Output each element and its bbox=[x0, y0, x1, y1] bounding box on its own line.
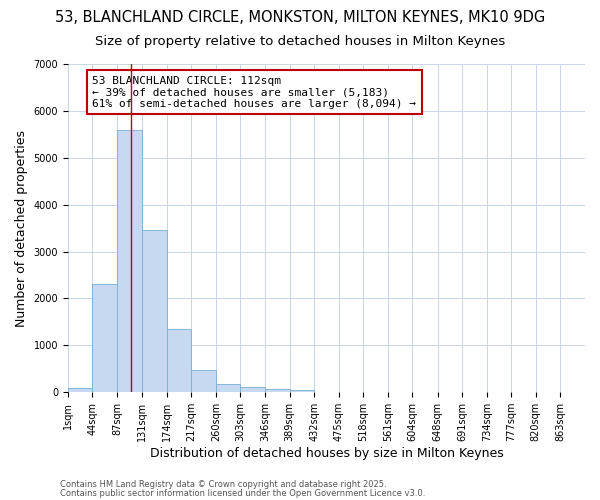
Bar bbox=[117, 130, 142, 392]
Text: 53, BLANCHLAND CIRCLE, MONKSTON, MILTON KEYNES, MK10 9DG: 53, BLANCHLAND CIRCLE, MONKSTON, MILTON … bbox=[55, 10, 545, 25]
Bar bbox=[142, 230, 167, 392]
Bar bbox=[290, 390, 314, 392]
Bar bbox=[68, 388, 92, 392]
Bar bbox=[92, 284, 117, 392]
Text: 53 BLANCHLAND CIRCLE: 112sqm
← 39% of detached houses are smaller (5,183)
61% of: 53 BLANCHLAND CIRCLE: 112sqm ← 39% of de… bbox=[92, 76, 416, 109]
Text: Contains public sector information licensed under the Open Government Licence v3: Contains public sector information licen… bbox=[60, 488, 425, 498]
Bar bbox=[191, 370, 216, 392]
Text: Size of property relative to detached houses in Milton Keynes: Size of property relative to detached ho… bbox=[95, 35, 505, 48]
X-axis label: Distribution of detached houses by size in Milton Keynes: Distribution of detached houses by size … bbox=[149, 447, 503, 460]
Bar bbox=[265, 388, 290, 392]
Bar bbox=[216, 384, 241, 392]
Text: Contains HM Land Registry data © Crown copyright and database right 2025.: Contains HM Land Registry data © Crown c… bbox=[60, 480, 386, 489]
Bar bbox=[241, 387, 265, 392]
Bar bbox=[167, 329, 191, 392]
Y-axis label: Number of detached properties: Number of detached properties bbox=[15, 130, 28, 326]
